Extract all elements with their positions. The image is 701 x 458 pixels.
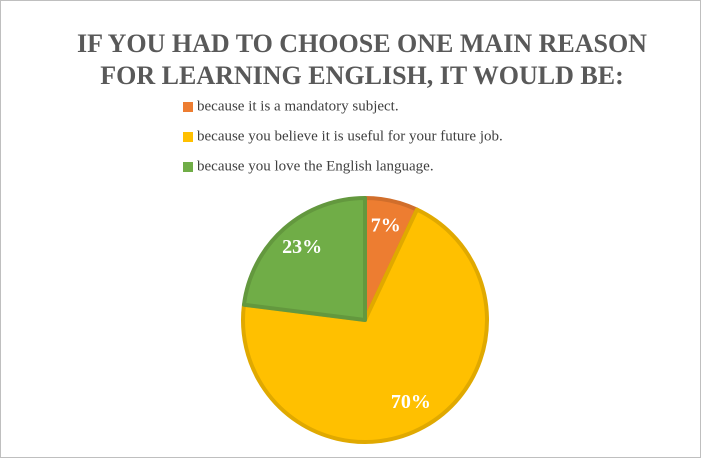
chart-title: IF YOU HAD TO CHOOSE ONE MAIN REASON xyxy=(77,29,647,58)
pie-slice xyxy=(241,207,489,444)
legend-swatch xyxy=(183,132,193,142)
data-label: 23% xyxy=(282,236,322,258)
legend-label: because it is a mandatory subject. xyxy=(197,98,399,114)
chart-title: FOR LEARNING ENGLISH, IT WOULD BE: xyxy=(100,61,623,90)
legend-swatch xyxy=(183,102,193,112)
data-label: 70% xyxy=(391,391,431,413)
data-label: 7% xyxy=(371,215,401,237)
pie-slice xyxy=(241,196,367,322)
legend-label: because you love the English language. xyxy=(197,158,434,174)
legend-swatch xyxy=(183,162,193,172)
legend-label: because you believe it is useful for you… xyxy=(197,128,503,144)
